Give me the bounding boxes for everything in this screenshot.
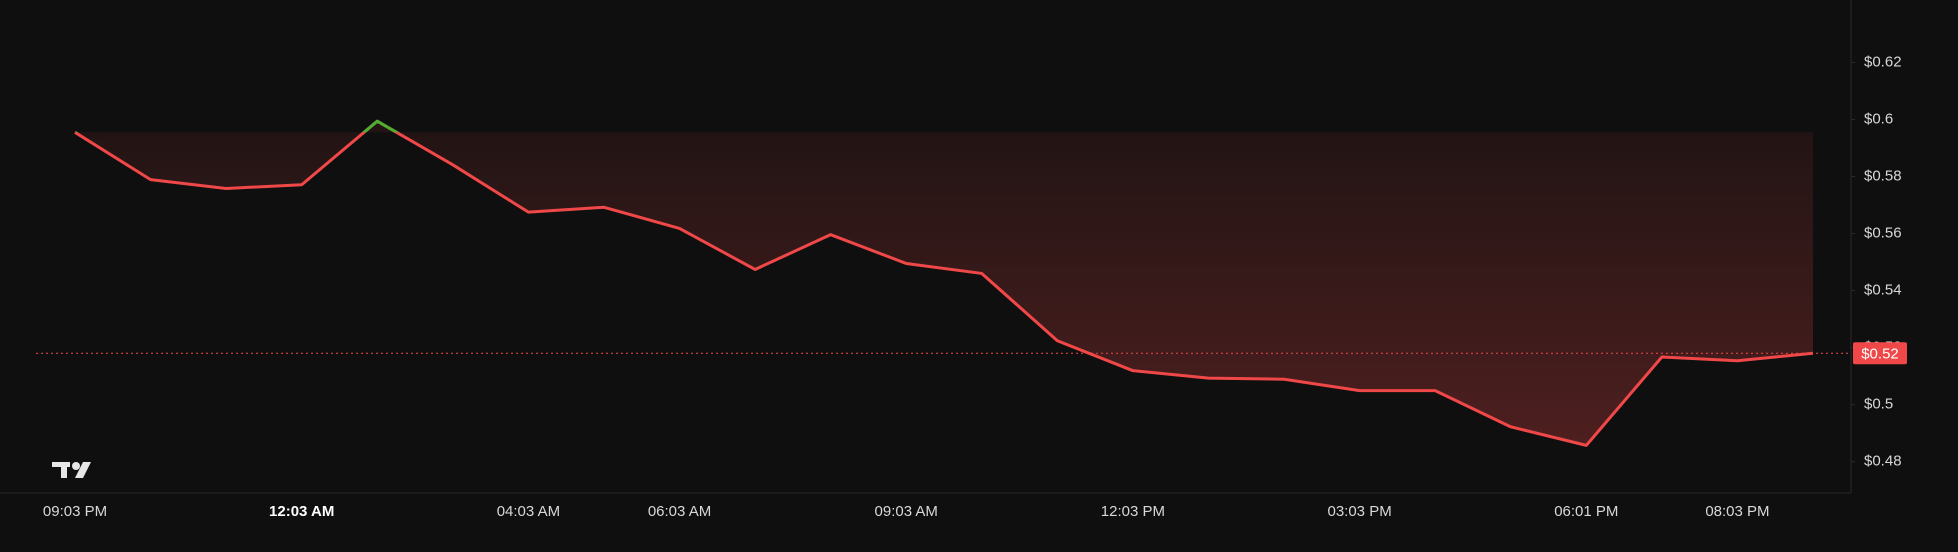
y-tick-label: $0.56: [1864, 224, 1902, 241]
x-tick-label: 09:03 PM: [43, 503, 107, 520]
price-line-up: [74, 119, 400, 133]
y-tick-label: $0.62: [1864, 53, 1902, 70]
y-tick-label: $0.54: [1864, 282, 1902, 299]
y-tick-label: $0.48: [1864, 453, 1902, 470]
y-tick-label: $0.6: [1864, 110, 1893, 127]
x-tick-label: 12:03 PM: [1101, 503, 1165, 520]
area-fill: [75, 121, 1813, 446]
x-tick-label: 06:01 PM: [1554, 503, 1618, 520]
x-tick-label: 03:03 PM: [1327, 503, 1391, 520]
current-price-tag: [1853, 342, 1907, 365]
x-tick-label: 08:03 PM: [1705, 503, 1769, 520]
x-tick-label: 09:03 AM: [875, 503, 938, 520]
current-price-label: $0.52: [1861, 345, 1899, 362]
x-tick-label: 04:03 AM: [497, 503, 560, 520]
y-tick-label: $0.5: [1864, 396, 1893, 413]
x-tick-label: 06:03 AM: [648, 503, 711, 520]
logo: [52, 462, 91, 478]
x-tick-label: 12:03 AM: [269, 503, 334, 520]
y-tick-label: $0.58: [1864, 167, 1902, 184]
